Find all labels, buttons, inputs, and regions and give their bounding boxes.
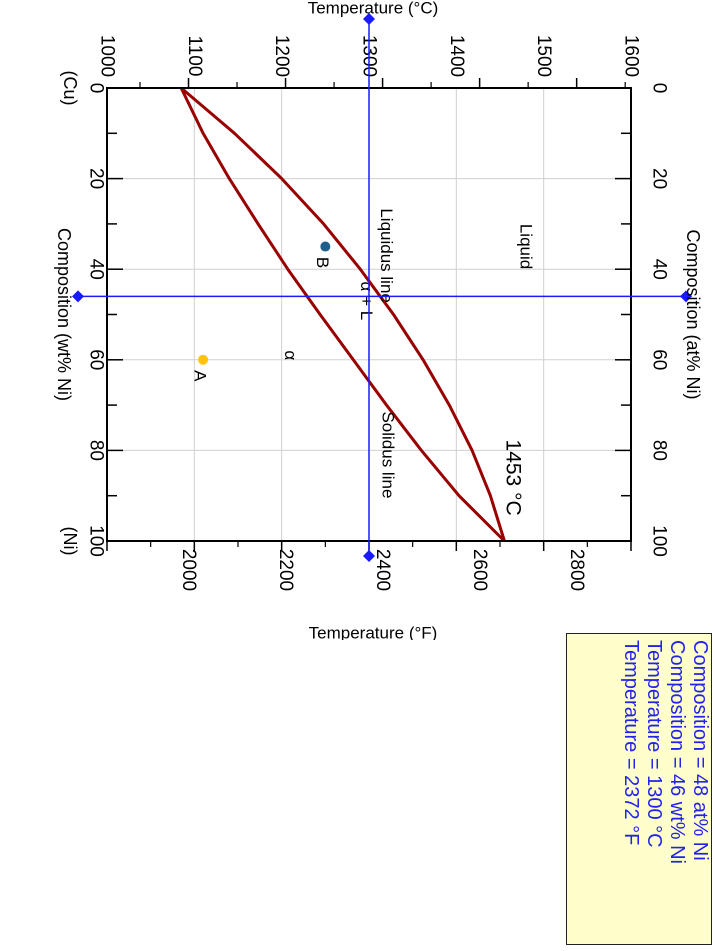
tick-label-comp-wt-40: 40 <box>86 259 107 280</box>
tick-label-temp-c-1400: 1400 <box>446 35 467 77</box>
readout-composition-wt: Composition = 46 wt% Ni <box>666 640 688 864</box>
tick-label-comp-wt-60: 60 <box>86 349 107 370</box>
region-label-liquidus-line: Liquidus line <box>377 208 396 303</box>
region-label-liquid: Liquid <box>517 224 536 269</box>
data-points: AB <box>191 241 332 382</box>
point-b <box>320 241 331 252</box>
tick-label-comp-wt-0: 0 <box>86 83 107 94</box>
region-label-l: α + L <box>357 282 376 321</box>
axis-title-temp-c: Temperature (°C) <box>308 0 439 18</box>
axis-title-comp-wt: Composition (wt% Ni) <box>54 228 74 401</box>
readout-panel: Composition = 48 at% Ni Composition = 46… <box>566 633 712 945</box>
point-label-b: B <box>313 257 332 268</box>
tick-label-comp-wt-20: 20 <box>86 168 107 189</box>
tick-label-temp-f-2000: 2000 <box>178 549 199 591</box>
end-label-ni: (Ni) <box>60 527 80 556</box>
tick-label-temp-c-1600: 1600 <box>621 35 642 77</box>
tick-label-comp-wt-80: 80 <box>86 440 107 461</box>
tick-label-comp-at-60: 60 <box>649 349 670 370</box>
tick-label-comp-at-0: 0 <box>649 83 670 94</box>
axis-title-temp-f: Temperature (°F) <box>309 624 438 641</box>
axis-title-comp-at: Composition (at% Ni) <box>683 229 703 399</box>
readout-temperature-c: Temperature = 1300 °C <box>643 640 665 848</box>
tick-label-temp-c-1500: 1500 <box>533 35 554 77</box>
region-label-1453-c: 1453 °C <box>502 440 525 516</box>
tick-label-temp-c-1100: 1100 <box>184 36 205 77</box>
end-label-cu: (Cu) <box>60 71 80 106</box>
crosshair <box>72 13 692 562</box>
tick-label-temp-f-2800: 2800 <box>566 549 587 591</box>
tick-label-temp-f-2400: 2400 <box>372 549 393 591</box>
liquidus-line-curve <box>180 86 506 542</box>
axis-ticks <box>106 78 632 551</box>
readout-temperature-f: Temperature = 2372 °F <box>620 640 642 846</box>
crosshair-handle-right[interactable] <box>680 290 692 303</box>
tick-label-temp-f-2600: 2600 <box>469 549 490 591</box>
region-label-solidus-line: Solidus line <box>379 411 398 498</box>
region-label-3: α <box>281 350 300 360</box>
solidus-line-curve <box>179 87 506 543</box>
readout-composition-at: Composition = 48 at% Ni <box>689 640 711 861</box>
tick-label-temp-f-2200: 2200 <box>275 549 296 591</box>
crosshair-handle-top[interactable] <box>363 13 375 25</box>
phase-curves <box>179 86 506 543</box>
tick-label-comp-at-40: 40 <box>649 259 670 280</box>
tick-label-temp-c-1000: 1000 <box>97 35 118 77</box>
point-a <box>198 354 209 365</box>
point-label-a: A <box>191 370 210 382</box>
tick-label-comp-at-80: 80 <box>649 440 670 461</box>
tick-label-comp-at-20: 20 <box>649 168 670 189</box>
tick-label-comp-at-100: 100 <box>649 525 670 557</box>
axis-titles: Temperature (°C) Temperature (°F) Composit… <box>54 0 703 640</box>
crosshair-handle-left[interactable] <box>72 290 84 303</box>
crosshair-handle-bottom[interactable] <box>363 550 375 562</box>
tick-label-temp-c-1200: 1200 <box>271 35 292 77</box>
tick-label-comp-wt-100: 100 <box>86 525 107 557</box>
